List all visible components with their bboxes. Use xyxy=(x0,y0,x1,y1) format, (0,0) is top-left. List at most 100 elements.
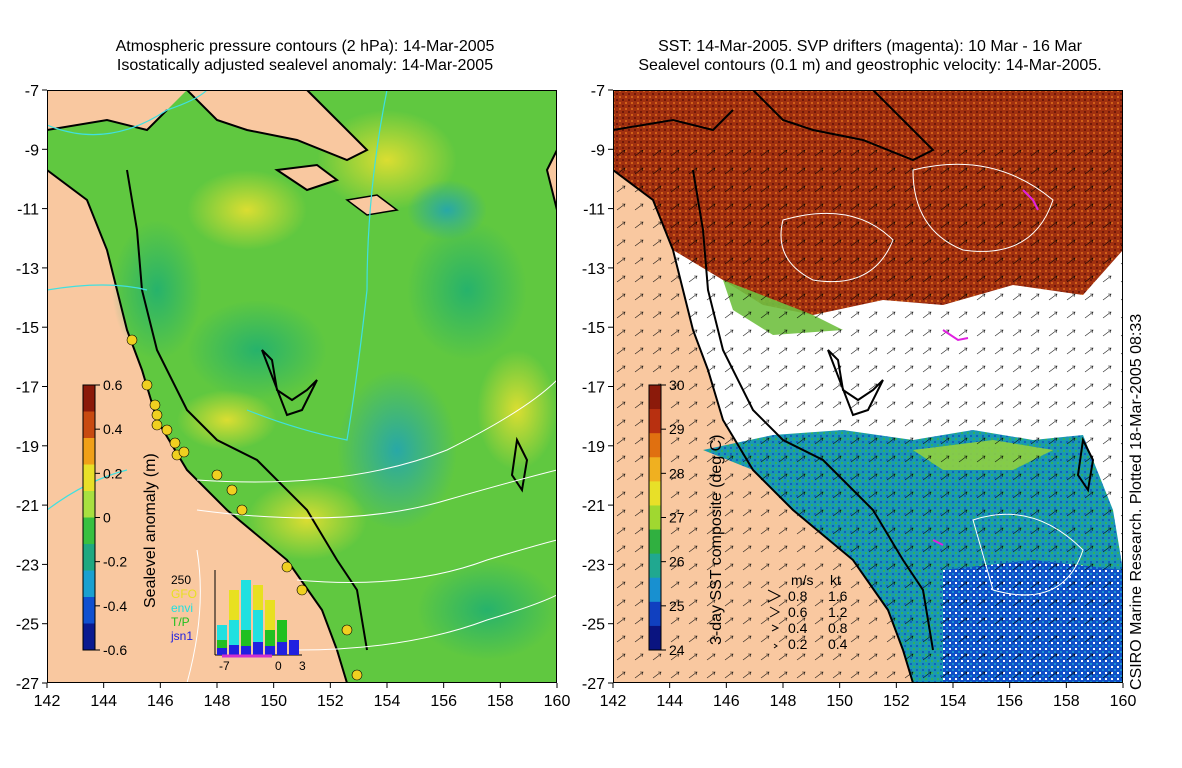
left-panel-title: Atmospheric pressure contours (2 hPa): 1… xyxy=(40,37,570,75)
left-y-tick-label: -11 xyxy=(17,202,39,219)
left-colorbar-tick-label: 0.4 xyxy=(103,421,123,437)
left-y-tick-label: -9 xyxy=(25,142,39,159)
left-colorbar-segment xyxy=(83,464,95,492)
right-colorbar-tick-label: 29 xyxy=(669,421,685,437)
left-y-tick-label: -25 xyxy=(16,617,39,634)
left-y-axis: -7 -9 -11 -13 -15 -17 -19 -21 -23 -25 -27 xyxy=(16,83,47,693)
velocity-legend-kt-3: 0.4 xyxy=(828,636,848,652)
left-x-tick-label: 144 xyxy=(90,693,117,710)
left-x-tick-label: 146 xyxy=(147,693,174,710)
velocity-legend-header-ms: m/s xyxy=(791,572,814,588)
left-y-tick-label: -17 xyxy=(16,380,39,397)
velocity-legend-ms-0: 0.8 xyxy=(788,588,808,604)
left-colorbar-segment xyxy=(83,411,95,439)
coastline xyxy=(47,109,348,683)
right-title-line2: Sealevel contours (0.1 m) and geostrophi… xyxy=(638,57,1102,74)
left-colorbar-tick-label: 0.6 xyxy=(103,377,123,393)
inset-histogram: 250 GFO envi T/P jsn1 -7 0 3 xyxy=(170,570,306,673)
histogram-ymax-label: 250 xyxy=(171,573,191,587)
right-x-tick-label: 154 xyxy=(940,693,967,710)
right-coral-islands xyxy=(827,349,884,417)
right-y-tick-label: -17 xyxy=(582,380,605,397)
right-x-axis: 142 144 146 148 150 152 154 156 158 160 xyxy=(600,683,1136,710)
right-colorbar-segment xyxy=(649,625,661,651)
right-x-tick-label: 144 xyxy=(656,693,683,710)
left-x-tick-label: 142 xyxy=(34,693,61,710)
left-colorbar-ticks: 0.6 0.4 0.2 0 -0.2 -0.4 -0.6 xyxy=(95,377,127,658)
right-x-tick-label: 156 xyxy=(996,693,1023,710)
pressure-contour-9 xyxy=(186,549,201,683)
sst-map: 30 29 28 27 26 25 24 3-day SST composite (deg … xyxy=(613,90,1123,683)
velocity-legend: m/s kt 0.8 1.6 0.6 1.2 0.4 0.8 0.2 0.4 xyxy=(767,572,848,652)
right-colorbar-segment xyxy=(649,505,661,531)
right-x-tick-label: 146 xyxy=(713,693,740,710)
png-landmass xyxy=(185,90,369,162)
left-colorbar-segment xyxy=(83,570,95,598)
sealevel-map-svg: 250 GFO envi T/P jsn1 -7 0 3 0.6 0.4 0.2 0 -… xyxy=(47,90,557,683)
right-y-tick-label: -15 xyxy=(582,320,605,337)
right-y-tick-label: -11 xyxy=(583,202,605,219)
right-y-tick-label: -13 xyxy=(582,261,605,278)
right-y-axis: -7 -9 -11 -13 -15 -17 -19 -21 -23 -25 -27 xyxy=(582,83,613,693)
left-x-tick-label: 152 xyxy=(317,693,344,710)
histogram-x-label-1: 0 xyxy=(275,659,282,673)
right-colorbar-ticks: 30 29 28 27 26 25 24 xyxy=(661,377,685,658)
right-colorbar-segment xyxy=(649,529,661,555)
right-y-tick-label: -19 xyxy=(582,439,605,456)
sealevel-contour-3 xyxy=(972,513,1084,596)
histogram-legend-jsn1: jsn1 xyxy=(170,629,193,643)
left-colorbar-segment xyxy=(83,597,95,624)
right-colorbar: 30 29 28 27 26 25 24 3-day SST composite (deg … xyxy=(648,377,725,658)
velocity-legend-arrow-0 xyxy=(767,589,782,603)
left-x-tick-label: 148 xyxy=(204,693,231,710)
left-colorbar-segment xyxy=(83,438,95,465)
drifter-track-3 xyxy=(932,539,944,546)
marion-reef xyxy=(510,436,529,493)
pressure-contour-8 xyxy=(296,594,557,651)
left-colorbar: 0.6 0.4 0.2 0 -0.2 -0.4 -0.6 Sealevel anomaly … xyxy=(82,377,159,658)
left-y-tick-label: -13 xyxy=(16,261,39,278)
right-colorbar-tick-label: 26 xyxy=(669,554,685,570)
right-y-tick-label: -27 xyxy=(582,676,605,693)
right-marion-reef xyxy=(1076,436,1095,493)
island-new-caledonia-edge xyxy=(545,149,557,211)
histogram-legend-tp: T/P xyxy=(171,615,190,629)
right-colorbar-tick-label: 25 xyxy=(669,598,685,614)
velocity-legend-kt-1: 1.2 xyxy=(828,604,848,620)
left-colorbar-label: Sealevel anomaly (m) xyxy=(142,453,159,608)
right-colorbar-tick-label: 28 xyxy=(669,465,685,481)
right-y-tick-label: -23 xyxy=(582,557,605,574)
left-x-axis: 142 144 146 148 150 152 154 156 158 160 xyxy=(34,683,571,710)
pressure-contour-5 xyxy=(196,379,557,483)
left-y-tick-label: -21 xyxy=(16,498,39,515)
right-y-tick-label: -9 xyxy=(591,142,605,159)
drifter-track-2 xyxy=(1022,189,1039,211)
anomaly-blobs xyxy=(112,110,557,660)
left-x-tick-label: 160 xyxy=(544,693,571,710)
island-group-1 xyxy=(274,163,340,192)
right-y-tick-label: -7 xyxy=(591,83,605,100)
left-title-line1: Atmospheric pressure contours (2 hPa): 1… xyxy=(115,38,495,55)
velocity-legend-arrow-1 xyxy=(769,606,781,618)
right-colorbar-segment xyxy=(649,457,661,482)
right-coastline xyxy=(613,109,914,683)
right-y-tick-label: -25 xyxy=(582,617,605,634)
right-colorbar-segment xyxy=(649,409,661,434)
left-colorbar-tick-label: 0 xyxy=(103,510,111,526)
left-x-tick-label: 150 xyxy=(260,693,287,710)
histogram-legend-envi: envi xyxy=(171,601,193,615)
right-x-tick-label: 152 xyxy=(883,693,910,710)
left-colorbar-segment xyxy=(83,623,95,651)
pressure-contour-6 xyxy=(196,469,557,519)
right-y-tick-label: -21 xyxy=(582,498,605,515)
velocity-legend-kt-2: 0.8 xyxy=(828,620,848,636)
drifter-track-1 xyxy=(942,329,969,342)
right-reef-outline xyxy=(692,169,934,651)
left-x-tick-label: 154 xyxy=(374,693,401,710)
pressure-contour-7 xyxy=(296,539,557,583)
histogram-x-label-0: -7 xyxy=(219,659,230,673)
velocity-legend-kt-0: 1.6 xyxy=(828,588,848,604)
credit-text: CSIRO Marine Research. Plotted 18-Mar-20… xyxy=(1128,313,1145,690)
reef-outline xyxy=(126,169,368,651)
sst-map-svg: 30 29 28 27 26 25 24 3-day SST composite (deg … xyxy=(613,90,1123,683)
